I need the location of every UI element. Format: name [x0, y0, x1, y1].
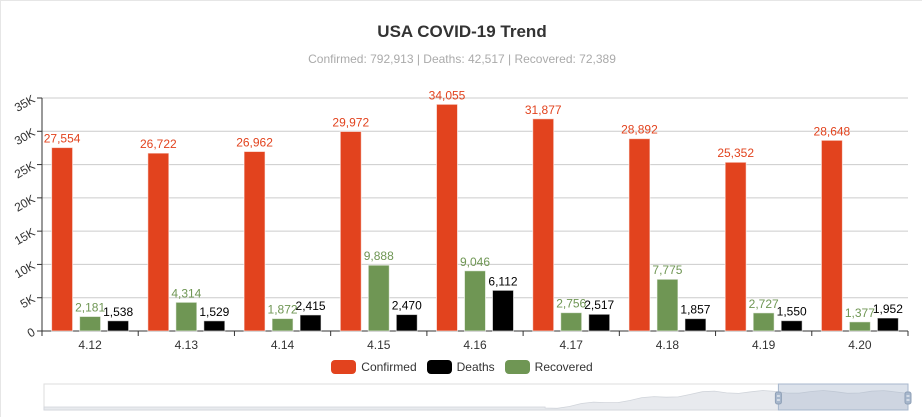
x-tick-label: 4.16 [463, 338, 487, 352]
bar-deaths [395, 314, 418, 332]
data-label-recovered: 9,046 [460, 255, 490, 269]
bar-confirmed [339, 130, 362, 332]
bar-deaths [203, 320, 226, 332]
legend: Confirmed Deaths Recovered [0, 360, 924, 374]
data-label-confirmed: 28,648 [814, 124, 851, 138]
data-label-deaths: 2,470 [392, 299, 422, 313]
data-label-recovered: 1,377 [845, 306, 875, 320]
data-label-deaths: 1,952 [873, 302, 903, 316]
x-tick-label: 4.20 [848, 338, 872, 352]
bar-confirmed [51, 147, 74, 332]
x-tick-label: 4.14 [271, 338, 295, 352]
y-tick-label: 35K [12, 92, 37, 115]
legend-label-deaths: Deaths [456, 360, 495, 374]
bar-deaths [876, 317, 899, 332]
bar-deaths [107, 320, 130, 332]
data-label-confirmed: 34,055 [429, 88, 466, 102]
bar-recovered [271, 318, 294, 332]
legend-swatch-confirmed [331, 360, 357, 374]
legend-item-recovered[interactable]: Recovered [504, 360, 593, 374]
data-label-confirmed: 26,722 [140, 137, 177, 151]
data-label-recovered: 7,775 [652, 263, 682, 277]
x-tick-label: 4.13 [175, 338, 199, 352]
legend-label-confirmed: Confirmed [361, 360, 417, 374]
x-tick-label: 4.19 [752, 338, 776, 352]
y-tick-label: 25K [12, 159, 37, 182]
bar-recovered [848, 321, 871, 332]
bar-recovered [79, 315, 102, 332]
data-label-recovered: 2,727 [749, 297, 779, 311]
bar-recovered [464, 270, 486, 332]
data-label-confirmed: 28,892 [621, 123, 658, 137]
data-label-deaths: 1,857 [680, 303, 710, 317]
data-label-deaths: 2,517 [584, 298, 614, 312]
data-label-confirmed: 25,352 [717, 146, 754, 160]
x-tick-label: 4.17 [560, 338, 584, 352]
bar-confirmed [820, 139, 843, 332]
data-label-deaths: 1,550 [777, 305, 807, 319]
y-tick-label: 0 [25, 325, 38, 341]
bar-deaths [299, 314, 322, 332]
bar-deaths [492, 289, 514, 332]
data-label-recovered: 2,181 [75, 300, 105, 314]
bar-recovered [656, 278, 679, 332]
y-tick-label: 20K [12, 192, 37, 215]
bar-recovered [367, 264, 390, 332]
x-tick-label: 4.12 [78, 338, 102, 352]
x-tick-label: 4.15 [367, 338, 391, 352]
data-label-deaths: 2,415 [296, 299, 326, 313]
data-label-recovered: 2,756 [556, 297, 586, 311]
data-label-deaths: 1,529 [199, 305, 229, 319]
y-tick-label: 10K [12, 258, 37, 281]
bar-confirmed [147, 152, 170, 332]
legend-item-confirmed[interactable]: Confirmed [331, 360, 417, 374]
y-tick-label: 15K [12, 225, 37, 248]
data-label-deaths: 6,112 [488, 274, 517, 288]
data-label-confirmed: 31,877 [525, 103, 562, 117]
data-label-confirmed: 26,962 [236, 136, 273, 150]
bar-confirmed [436, 103, 458, 332]
x-tick-label: 4.18 [656, 338, 680, 352]
bar-confirmed [628, 138, 651, 332]
y-tick-label: 5K [18, 292, 38, 311]
data-label-confirmed: 27,554 [44, 132, 81, 146]
bar-deaths [588, 313, 611, 332]
bar-recovered [752, 312, 775, 332]
legend-swatch-deaths [426, 360, 452, 374]
legend-label-recovered: Recovered [534, 360, 593, 374]
datazoom-preview-area [43, 390, 909, 411]
data-label-deaths: 1,538 [103, 305, 133, 319]
datazoom-handle-right[interactable] [904, 391, 912, 405]
data-label-recovered: 1,872 [268, 303, 298, 317]
bar-recovered [560, 312, 583, 332]
data-label-confirmed: 29,972 [332, 115, 369, 129]
bar-deaths [684, 318, 707, 332]
data-label-recovered: 4,314 [171, 286, 201, 300]
bar-deaths [780, 320, 803, 332]
bar-confirmed [243, 151, 266, 332]
datazoom-handle-left[interactable] [774, 391, 782, 405]
bar-confirmed [532, 118, 555, 332]
legend-swatch-recovered [504, 360, 530, 374]
bar-recovered [175, 301, 198, 332]
y-tick-label: 30K [12, 125, 37, 148]
bar-confirmed [724, 161, 747, 332]
chart-title: USA COVID-19 Trend [377, 22, 547, 41]
data-label-recovered: 9,888 [364, 249, 394, 263]
datazoom-selection[interactable] [777, 383, 909, 411]
legend-item-deaths[interactable]: Deaths [426, 360, 495, 374]
chart-subtitle: Confirmed: 792,913 | Deaths: 42,517 | Re… [308, 52, 616, 66]
